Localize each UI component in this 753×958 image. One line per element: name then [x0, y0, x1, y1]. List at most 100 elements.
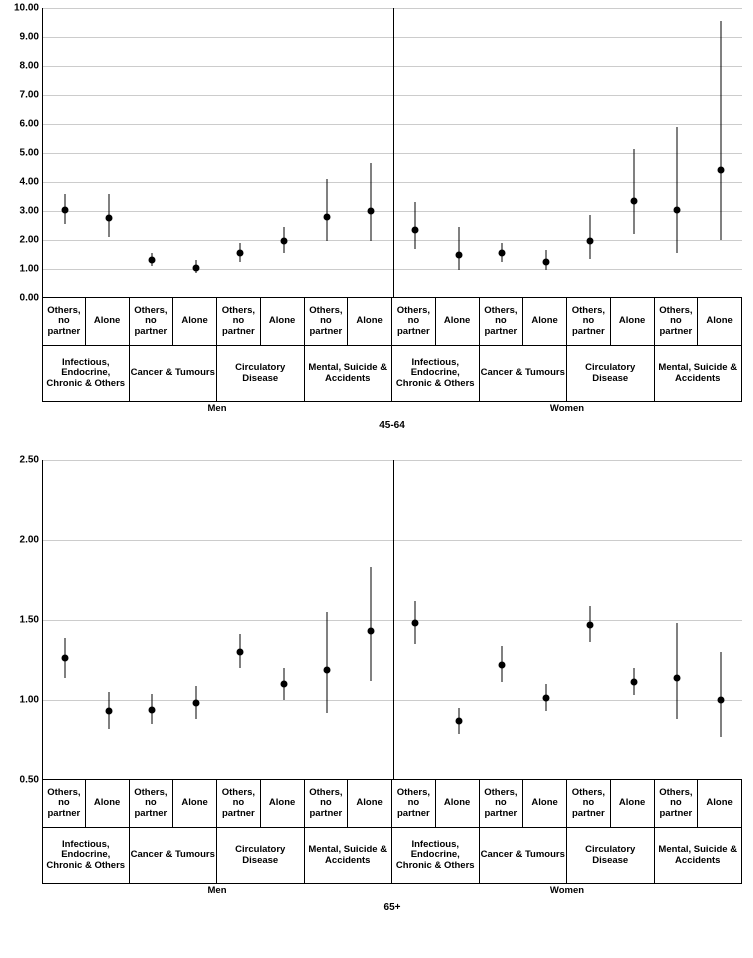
xaxis-living-cell: Alone [698, 780, 742, 828]
xaxis-cause-cell: Circulatory Disease [217, 346, 305, 402]
xaxis-cause-cell: Mental, Suicide & Accidents [655, 828, 743, 884]
xaxis-sex-cell: Men [42, 884, 392, 898]
xaxis-living-cell: Alone [611, 298, 655, 346]
xaxis-sex-cell: Women [392, 884, 742, 898]
data-point [674, 674, 681, 681]
xaxis-cause-cell: Cancer & Tumours [480, 346, 568, 402]
data-point [499, 250, 506, 257]
error-bar [371, 567, 372, 681]
age-group-label: 45-64 [42, 420, 742, 431]
xaxis-living-cell: Others, no partner [655, 298, 699, 346]
ytick-label: 0.50 [20, 775, 43, 786]
xaxis-living-cell: Alone [173, 298, 217, 346]
data-point [718, 697, 725, 704]
data-point [280, 681, 287, 688]
ytick-label: 8.00 [20, 61, 43, 72]
xaxis-living-cell: Alone [86, 298, 130, 346]
data-point [543, 695, 550, 702]
xaxis-living-cell: Alone [436, 298, 480, 346]
xaxis-cause-cell: Infectious, Endocrine, Chronic & Others [42, 828, 130, 884]
xaxis-cause-cell: Circulatory Disease [567, 346, 655, 402]
data-point [411, 226, 418, 233]
xaxis-cause-cell: Cancer & Tumours [130, 828, 218, 884]
xaxis-cause-cell: Circulatory Disease [567, 828, 655, 884]
data-point [193, 700, 200, 707]
data-point [280, 238, 287, 245]
xaxis-living-row: Others, no partnerAloneOthers, no partne… [42, 780, 742, 828]
xaxis-cause-cell: Circulatory Disease [217, 828, 305, 884]
xaxis-living-cell: Alone [173, 780, 217, 828]
ytick-label: 1.00 [20, 695, 43, 706]
ytick-label: 2.00 [20, 535, 43, 546]
ytick-label: 0.00 [20, 293, 43, 304]
data-point [586, 621, 593, 628]
data-point [368, 628, 375, 635]
data-point [324, 666, 331, 673]
sex-divider [393, 460, 394, 779]
xaxis-living-cell: Others, no partner [480, 298, 524, 346]
ytick-label: 10.00 [14, 3, 43, 14]
forest-plot-figure: 0.001.002.003.004.005.006.007.008.009.00… [0, 0, 753, 926]
plot-panel-0: 0.001.002.003.004.005.006.007.008.009.00… [42, 8, 742, 298]
data-point [411, 620, 418, 627]
error-bar [721, 652, 722, 737]
xaxis-living-row: Others, no partnerAloneOthers, no partne… [42, 298, 742, 346]
data-point [543, 258, 550, 265]
xaxis-living-cell: Others, no partner [567, 780, 611, 828]
ytick-label: 5.00 [20, 148, 43, 159]
data-point [149, 257, 156, 264]
data-point [368, 208, 375, 215]
xaxis-cause-row: Infectious, Endocrine, Chronic & OthersC… [42, 346, 742, 402]
xaxis-living-cell: Alone [86, 780, 130, 828]
xaxis-living-cell: Others, no partner [392, 780, 436, 828]
xaxis-cause-cell: Mental, Suicide & Accidents [655, 346, 743, 402]
xaxis-living-cell: Others, no partner [567, 298, 611, 346]
plot-panel-1: 0.501.001.502.002.50 [42, 460, 742, 780]
xaxis-sex-cell: Women [392, 402, 742, 416]
ytick-label: 4.00 [20, 177, 43, 188]
data-point [718, 167, 725, 174]
xaxis-living-cell: Others, no partner [480, 780, 524, 828]
xaxis-cause-row: Infectious, Endocrine, Chronic & OthersC… [42, 828, 742, 884]
error-bar [327, 612, 328, 713]
xaxis-living-cell: Alone [523, 780, 567, 828]
ytick-label: 1.00 [20, 264, 43, 275]
error-bar [677, 623, 678, 719]
xaxis-cause-cell: Infectious, Endocrine, Chronic & Others [42, 346, 130, 402]
xaxis-sex-row: MenWomen [42, 402, 742, 416]
error-bar [721, 21, 722, 240]
xaxis-cause-cell: Infectious, Endocrine, Chronic & Others [392, 828, 480, 884]
error-bar [327, 179, 328, 241]
xaxis-living-cell: Alone [611, 780, 655, 828]
xaxis-cause-cell: Infectious, Endocrine, Chronic & Others [392, 346, 480, 402]
xaxis-cause-cell: Mental, Suicide & Accidents [305, 346, 393, 402]
error-bar [371, 163, 372, 241]
xaxis-living-cell: Others, no partner [305, 298, 349, 346]
data-point [455, 251, 462, 258]
ytick-label: 9.00 [20, 32, 43, 43]
error-bar [458, 227, 459, 271]
error-bar [677, 127, 678, 253]
ytick-label: 2.50 [20, 455, 43, 466]
xaxis-living-cell: Alone [261, 298, 305, 346]
xaxis-living-cell: Alone [348, 780, 392, 828]
data-point [324, 213, 331, 220]
ytick-label: 1.50 [20, 615, 43, 626]
data-point [61, 655, 68, 662]
data-point [61, 206, 68, 213]
xaxis-living-cell: Alone [436, 780, 480, 828]
xaxis-cause-cell: Cancer & Tumours [480, 828, 568, 884]
data-point [105, 708, 112, 715]
xaxis-living-cell: Alone [348, 298, 392, 346]
xaxis-living-cell: Alone [261, 780, 305, 828]
xaxis-living-cell: Others, no partner [217, 780, 261, 828]
xaxis-sex-row: MenWomen [42, 884, 742, 898]
data-point [236, 649, 243, 656]
data-point [236, 250, 243, 257]
data-point [630, 197, 637, 204]
data-point [674, 206, 681, 213]
xaxis-living-cell: Others, no partner [305, 780, 349, 828]
xaxis-cause-cell: Mental, Suicide & Accidents [305, 828, 393, 884]
ytick-label: 3.00 [20, 206, 43, 217]
data-point [586, 238, 593, 245]
